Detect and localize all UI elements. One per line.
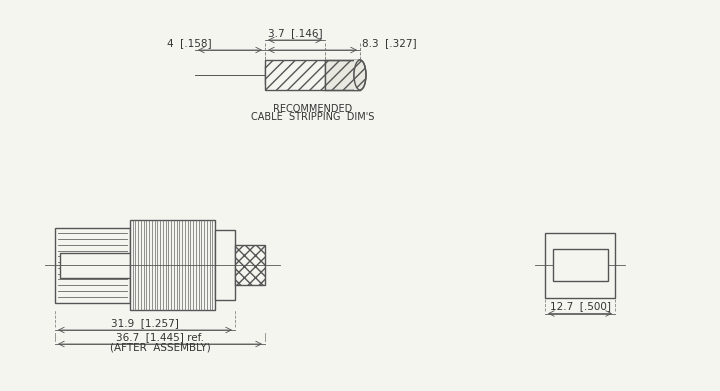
Text: 4  [.158]: 4 [.158] (167, 38, 212, 48)
Bar (235, 245, 265, 285)
Text: (AFTER  ASSEMBLY): (AFTER ASSEMBLY) (109, 342, 210, 352)
Text: CABLE  STRIPPING  DIM'S: CABLE STRIPPING DIM'S (251, 112, 374, 122)
Bar (235, 245, 265, 285)
Bar (215, 230, 235, 300)
Bar (325, 60, 360, 90)
Bar (265, 60, 325, 90)
Ellipse shape (354, 60, 366, 90)
Bar (265, 66, 295, 84)
Bar (545, 233, 615, 298)
Text: RECOMMENDED: RECOMMENDED (273, 104, 352, 114)
Text: 12.7  [.500]: 12.7 [.500] (549, 301, 611, 312)
Bar (354, 60, 360, 90)
Text: 36.7  [1.445] ref.: 36.7 [1.445] ref. (116, 332, 204, 342)
Bar (552, 249, 608, 281)
Bar (55, 228, 130, 303)
Bar (130, 220, 215, 310)
Text: 3.7  [.146]: 3.7 [.146] (268, 28, 323, 38)
Text: 8.3  [.327]: 8.3 [.327] (362, 38, 417, 48)
Text: 31.9  [1.257]: 31.9 [1.257] (111, 318, 179, 328)
Bar (60, 253, 130, 278)
